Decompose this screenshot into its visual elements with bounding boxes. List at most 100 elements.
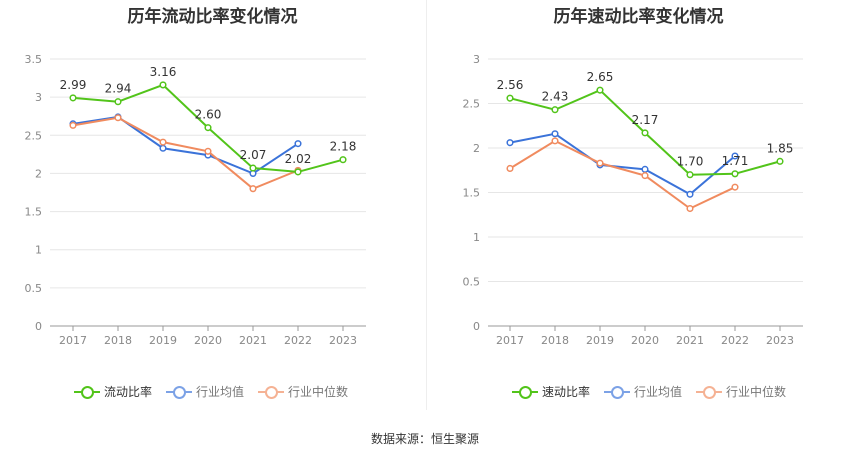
quick-y-tick-label: 2.5 <box>463 98 481 111</box>
current-ratio-legend: 流动比率 行业均值 行业中位数 <box>74 383 362 400</box>
quick-x-tick-label: 2018 <box>541 334 569 347</box>
quick-y-tick-label: 0.5 <box>463 276 481 289</box>
quick-point-0 <box>596 86 604 94</box>
quick-point-1 <box>506 139 514 147</box>
current-y-tick-label: 0 <box>35 320 42 333</box>
quick-point-2 <box>641 172 649 180</box>
quick-x-tick-label: 2022 <box>721 334 749 347</box>
quick-data-label: 1.70 <box>677 155 704 169</box>
current-y-tick-label: 2.5 <box>25 129 43 142</box>
current-data-label: 3.16 <box>150 65 177 79</box>
current-x-tick-label: 2023 <box>329 334 357 347</box>
quick-point-1 <box>731 152 739 160</box>
quick-ratio-legend: 速动比率 行业均值 行业中位数 <box>512 383 800 400</box>
current-point-0 <box>204 124 212 132</box>
quick-point-2 <box>686 204 694 213</box>
current-x-tick-label: 2020 <box>194 334 222 347</box>
quick-point-0 <box>731 170 739 178</box>
current-data-label: 2.07 <box>240 148 267 162</box>
quick-point-2 <box>596 159 604 167</box>
current-x-tick-label: 2017 <box>59 334 87 347</box>
current-point-2 <box>159 138 167 146</box>
legend-marker-icon <box>604 385 631 399</box>
quick-point-2 <box>731 183 739 191</box>
current-data-label: 2.94 <box>105 82 132 96</box>
current-y-tick-label: 3.5 <box>25 53 43 66</box>
quick-data-label: 1.71 <box>722 154 749 168</box>
legend-label: 行业中位数 <box>726 385 787 399</box>
quick-y-tick-label: 3 <box>473 53 480 66</box>
legend-item[interactable]: 行业中位数 <box>258 383 348 400</box>
current-point-2 <box>249 185 257 193</box>
legend-marker-icon <box>512 385 538 399</box>
legend-label: 速动比率 <box>542 385 591 399</box>
quick-point-0 <box>776 157 784 165</box>
quick-data-label: 2.56 <box>497 78 524 92</box>
current-x-tick-label: 2022 <box>284 334 312 347</box>
current-point-1 <box>294 140 302 148</box>
legend-label: 流动比率 <box>104 385 153 399</box>
current-y-tick-label: 1 <box>35 244 42 257</box>
quick-y-tick-label: 1.5 <box>463 187 481 200</box>
quick-y-tick-label: 0 <box>473 320 480 333</box>
quick-series-line-1 <box>509 132 736 196</box>
current-point-2 <box>204 147 212 155</box>
legend-label: 行业均值 <box>196 385 245 399</box>
quick-y-tick-label: 2 <box>473 142 480 155</box>
quick-point-0 <box>551 106 559 114</box>
current-data-label: 2.02 <box>285 152 312 166</box>
current-y-tick-label: 1.5 <box>25 206 43 219</box>
legend-item[interactable]: 速动比率 <box>512 383 590 400</box>
current-point-0 <box>159 81 167 89</box>
quick-data-label: 2.43 <box>542 90 569 104</box>
quick-point-1 <box>686 190 694 198</box>
current-point-0 <box>294 168 302 176</box>
current-point-0 <box>249 164 257 172</box>
quick-point-0 <box>686 171 694 179</box>
quick-point-0 <box>641 129 649 137</box>
current-point-2 <box>69 121 77 129</box>
current-point-0 <box>339 156 347 164</box>
quick-data-label: 1.85 <box>767 141 794 155</box>
legend-marker-icon <box>258 385 285 399</box>
chart-title-quick-ratio: 历年速动比率变化情况 <box>553 7 724 27</box>
legend-marker-icon <box>74 385 100 399</box>
quick-x-tick-label: 2020 <box>631 334 659 347</box>
current-x-tick-label: 2021 <box>239 334 267 347</box>
current-data-label: 2.18 <box>330 140 357 154</box>
legend-item[interactable]: 行业均值 <box>166 383 244 400</box>
quick-x-tick-label: 2017 <box>496 334 524 347</box>
current-x-tick-label: 2019 <box>149 334 177 347</box>
chart-title-current-ratio: 历年流动比率变化情况 <box>127 7 298 27</box>
quick-point-0 <box>506 94 514 102</box>
current-point-2 <box>114 114 122 122</box>
quick-data-label: 2.17 <box>632 113 659 127</box>
current-y-tick-label: 2 <box>35 167 42 180</box>
legend-item[interactable]: 行业中位数 <box>696 383 786 400</box>
legend-marker-icon <box>166 385 193 399</box>
quick-point-1 <box>551 130 559 138</box>
legend-item[interactable]: 流动比率 <box>74 383 152 400</box>
quick-point-2 <box>551 137 559 145</box>
data-source-note: 数据来源：恒生聚源 <box>370 432 479 446</box>
quick-series-line-2 <box>509 139 736 210</box>
quick-y-tick-label: 1 <box>473 231 480 244</box>
current-point-0 <box>69 94 77 102</box>
legend-label: 行业均值 <box>634 385 683 399</box>
quick-x-tick-label: 2021 <box>676 334 704 347</box>
current-data-label: 2.99 <box>60 78 87 92</box>
current-point-0 <box>114 98 122 106</box>
current-y-tick-label: 3 <box>35 91 42 104</box>
legend-item[interactable]: 行业均值 <box>604 383 682 400</box>
quick-x-tick-label: 2019 <box>586 334 614 347</box>
quick-point-1 <box>641 165 649 173</box>
quick-data-label: 2.65 <box>587 70 614 84</box>
quick-x-tick-label: 2023 <box>766 334 794 347</box>
current-x-tick-label: 2018 <box>104 334 132 347</box>
current-y-tick-label: 0.5 <box>25 282 43 295</box>
panel-divider <box>426 0 427 410</box>
quick-point-2 <box>506 164 514 173</box>
legend-label: 行业中位数 <box>288 385 349 399</box>
